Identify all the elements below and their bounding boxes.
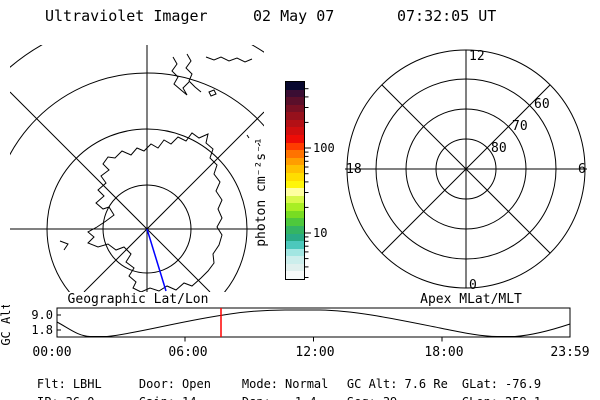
coastlines	[59, 53, 261, 292]
ytick-1-8: 1.8	[31, 323, 53, 337]
colorbar-tick-label-100: 100	[313, 141, 335, 155]
xtick-2359: 23:59	[550, 345, 589, 360]
geo-map	[10, 45, 264, 292]
meridian-diagonal-se	[10, 91, 211, 292]
south-america-coastline	[171, 56, 190, 96]
antarctica-coastline	[87, 132, 223, 292]
xtick-0600: 06:00	[168, 345, 207, 360]
time-label: 07:32:05 UT	[397, 7, 497, 25]
mlt-spoke-diag-2	[381, 84, 551, 254]
timeline-plot: GC Alt 9.0 1.8 00:00 06:00 12:00 18:00 2…	[0, 305, 590, 360]
status-glat: GLat: -76.9	[461, 377, 542, 391]
mlt-label-6: 6	[578, 162, 586, 177]
mlat-label-70: 70	[512, 119, 528, 134]
lat-circle-50s	[10, 45, 264, 68]
status-seq: Seq:39	[318, 381, 397, 400]
date-label: 02 May 07	[253, 7, 335, 25]
mlat-label-60: 60	[534, 97, 550, 112]
xtick-1200: 12:00	[295, 345, 334, 360]
colorbar-ticks	[305, 88, 311, 278]
status-flt: Flt: LBHL	[36, 377, 102, 391]
south-america-coastline-2	[185, 53, 202, 93]
status-dsp: Dsp:1.4	[213, 381, 317, 400]
status-ip: IP:36.0	[8, 381, 95, 400]
status-gain: Gain:14	[110, 381, 197, 400]
timeline-x-labels: 00:00 06:00 12:00 18:00 23:59	[32, 345, 589, 360]
geo-grid	[10, 45, 264, 292]
colorbar-blocks	[286, 82, 304, 280]
mlat-label-80: 80	[491, 141, 507, 156]
status-glon: GLon:259.1	[433, 381, 541, 400]
mlt-label-12: 12	[469, 49, 485, 64]
colorbar-tick-label-10: 10	[313, 226, 328, 240]
islands-coastline	[205, 56, 253, 63]
status-mode: Mode: Normal	[241, 377, 329, 391]
timeline-y-axis-title: GC Alt	[0, 305, 13, 346]
geo-map-caption: Geographic Lat/Lon	[67, 292, 209, 307]
polar-plot-caption: Apex MLat/MLT	[420, 292, 522, 307]
mlt-label-18: 18	[346, 162, 362, 177]
status-gc-alt: GC Alt: 7.6 Re	[346, 377, 448, 391]
polar-grid	[345, 49, 587, 289]
spacecraft-track-line	[146, 228, 167, 292]
colorbar-unit-label: photon cm⁻²s⁻¹	[253, 137, 269, 247]
lat-circle-60s	[10, 72, 264, 156]
gc-alt-curve	[56, 309, 571, 337]
xtick-0000: 00:00	[32, 345, 71, 360]
status-door: Door: Open	[138, 377, 211, 391]
xtick-1800: 18:00	[424, 345, 463, 360]
timeline-ticks	[57, 314, 443, 342]
island-specks	[59, 134, 261, 251]
ytick-9: 9.0	[31, 308, 53, 322]
mlt-label-0: 0	[469, 278, 477, 293]
polar-plot: 12 6 0 18 80 70 60	[345, 49, 587, 293]
meridian-diagonal-ne	[83, 111, 264, 292]
app-title: Ultraviolet Imager	[45, 7, 208, 25]
colorbar	[285, 81, 305, 280]
island-small	[208, 89, 217, 97]
